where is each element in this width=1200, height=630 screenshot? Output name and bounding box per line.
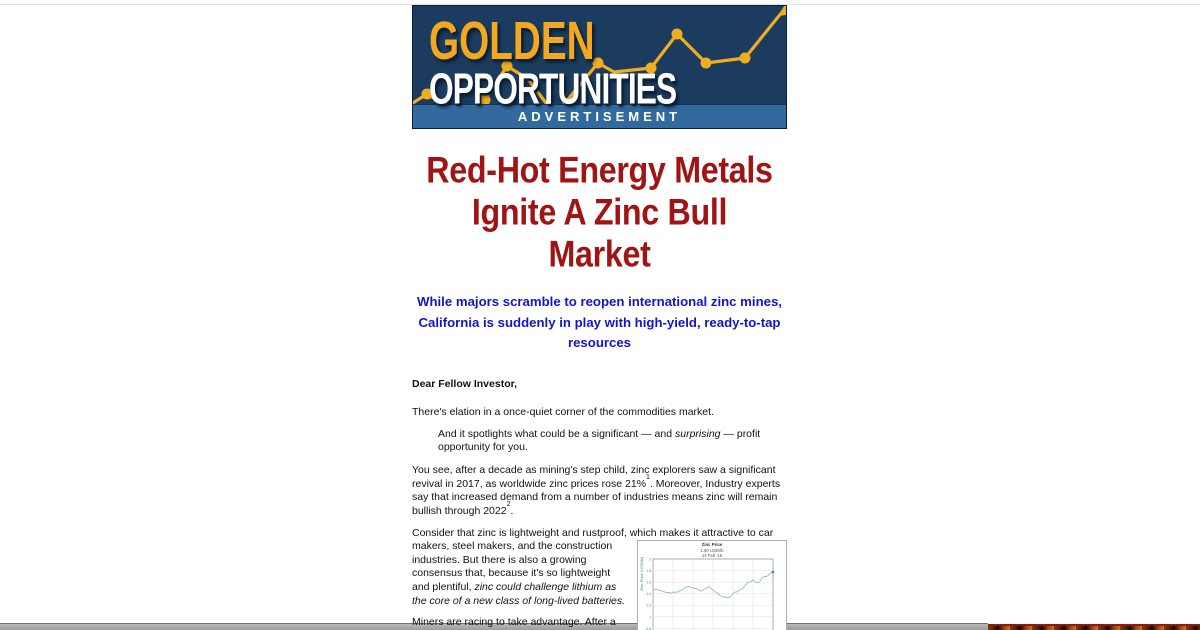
svg-text:1.2: 1.2: [646, 604, 651, 608]
svg-text:1.8: 1.8: [646, 569, 651, 573]
svg-text:1.6: 1.6: [646, 581, 651, 585]
svg-text:2: 2: [649, 558, 651, 562]
svg-text:1: 1: [649, 615, 651, 619]
svg-text:1.4: 1.4: [646, 592, 651, 596]
